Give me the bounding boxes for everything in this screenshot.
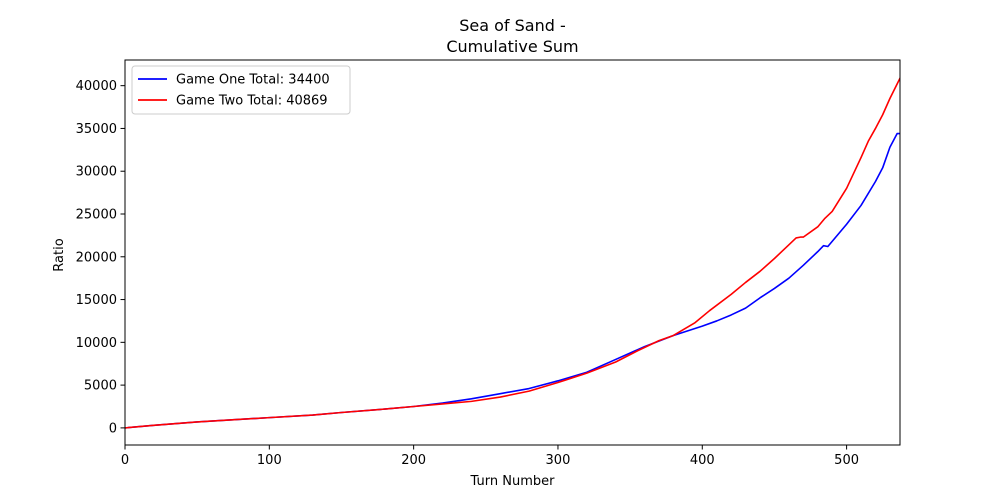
x-tick-label: 200 [401, 453, 426, 468]
series-line-2 [125, 77, 900, 429]
x-tick-label: 500 [834, 453, 859, 468]
y-tick-label: 10000 [76, 336, 117, 351]
legend-label-1: Game One Total: 34400 [176, 73, 330, 88]
y-tick-label: 35000 [76, 122, 117, 137]
series-lines [125, 77, 900, 429]
axes-frame [124, 59, 901, 446]
y-tick-label: 15000 [76, 293, 117, 308]
y-axis-label: Ratio [52, 238, 67, 271]
chart-title-line-1: Sea of Sand - [459, 16, 566, 35]
legend: Game One Total: 34400 Game Two Total: 408… [131, 65, 351, 115]
series-line-1 [125, 132, 900, 429]
x-tick-label: 0 [121, 453, 129, 468]
y-tick-label: 20000 [76, 250, 117, 265]
y-tick-label: 5000 [84, 379, 117, 394]
x-axis-label: Turn Number [470, 474, 556, 489]
y-tick-label: 25000 [76, 208, 117, 223]
y-tick-label: 30000 [76, 165, 117, 180]
x-tick-label: 100 [257, 453, 282, 468]
x-tick-label: 300 [546, 453, 571, 468]
x-axis-ticks: 0 100 200 300 400 500 [121, 445, 859, 468]
y-axis-ticks: 0 5000 10000 15000 20000 25000 30000 35000 40000 [76, 79, 125, 436]
x-tick-label: 400 [690, 453, 715, 468]
chart-title-line-2: Cumulative Sum [446, 37, 578, 56]
legend-label-2: Game Two Total: 40869 [176, 94, 328, 109]
y-tick-label: 0 [109, 421, 117, 436]
legend-box [131, 65, 351, 115]
y-tick-label: 40000 [76, 79, 117, 94]
plot-area [124, 59, 901, 446]
